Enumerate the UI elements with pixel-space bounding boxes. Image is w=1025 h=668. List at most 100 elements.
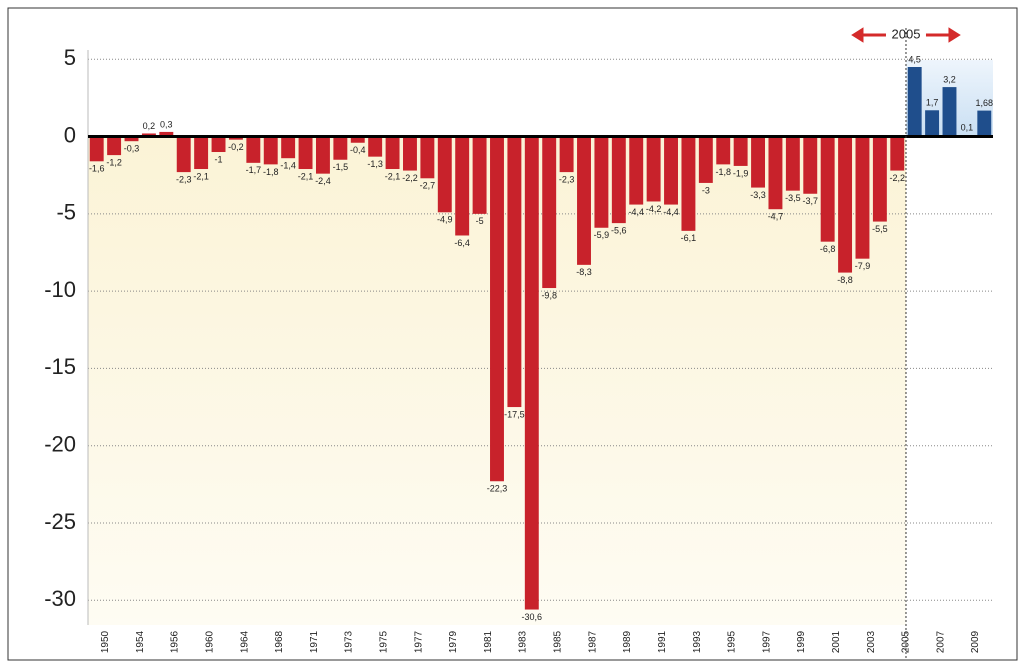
bar — [559, 136, 574, 173]
bar — [907, 67, 922, 137]
bar — [403, 136, 417, 171]
value-label: -2,3 — [176, 174, 192, 184]
value-label: -5,9 — [594, 230, 610, 240]
bar — [141, 133, 156, 137]
bar — [507, 136, 522, 408]
x-tick-label: 1989 — [622, 630, 633, 653]
y-tick-label: -20 — [44, 432, 76, 457]
bar — [350, 136, 365, 143]
x-tick-label: 1991 — [657, 630, 668, 653]
bar — [872, 136, 887, 222]
x-tick-label: 1964 — [239, 630, 250, 653]
bar — [942, 87, 957, 137]
bar — [925, 110, 940, 137]
bar — [977, 110, 992, 137]
value-label: -1,7 — [246, 165, 262, 175]
x-tick-label: 1954 — [135, 630, 146, 653]
x-tick-label: 2003 — [866, 630, 877, 653]
value-label: 1,68 — [976, 98, 994, 108]
value-label: 0,1 — [961, 122, 974, 132]
x-tick-label: 2009 — [970, 630, 981, 653]
x-tick-label: 1999 — [796, 630, 807, 653]
bar — [751, 136, 766, 188]
bar — [176, 136, 191, 173]
bar — [890, 136, 905, 171]
value-label: -2,4 — [315, 176, 331, 186]
value-label: -1,6 — [89, 164, 105, 174]
x-tick-label: 1983 — [518, 630, 529, 653]
bar — [611, 136, 626, 224]
bar — [281, 136, 296, 159]
value-label: -8,8 — [837, 275, 853, 285]
bar — [629, 136, 644, 205]
arrow-left — [851, 27, 886, 43]
x-tick-label: 1973 — [344, 630, 355, 653]
annotation: 2005 — [892, 26, 921, 41]
x-tick-label: 1995 — [727, 630, 738, 653]
value-label: -5 — [476, 216, 484, 226]
bar — [298, 136, 313, 170]
value-label: -2,1 — [385, 171, 401, 181]
x-tick-label: 1956 — [170, 630, 181, 653]
value-label: -0,3 — [124, 144, 140, 154]
value-label: -3,5 — [785, 193, 801, 203]
x-tick-label: 1975 — [379, 630, 390, 653]
value-label: -6,4 — [454, 238, 470, 248]
bar — [159, 131, 174, 137]
bar — [455, 136, 470, 236]
value-label: -22,3 — [487, 484, 508, 494]
bar — [472, 136, 487, 214]
y-tick-label: -10 — [44, 277, 76, 302]
value-label: 0,2 — [143, 121, 156, 131]
value-label: -4,4 — [663, 207, 679, 217]
value-label: -4,4 — [628, 207, 644, 217]
bar — [124, 136, 139, 142]
bar — [733, 136, 748, 166]
x-tick-label: 1993 — [692, 630, 703, 653]
bar — [89, 136, 104, 162]
x-tick-label: 1950 — [100, 630, 111, 653]
value-label: 3,2 — [943, 74, 956, 84]
x-tick-label: 1977 — [413, 630, 424, 653]
value-label: -2,2 — [402, 173, 418, 183]
bar — [107, 136, 122, 156]
y-tick-label: 0 — [64, 122, 76, 147]
bar — [490, 136, 504, 482]
bar — [681, 136, 696, 231]
bar — [211, 136, 226, 153]
y-tick-label: -30 — [44, 586, 76, 611]
x-tick-label: 1979 — [448, 630, 459, 653]
value-label: -30,6 — [522, 612, 543, 622]
bar — [838, 136, 853, 273]
value-label: -3,3 — [750, 190, 766, 200]
bar — [542, 136, 557, 289]
value-label: -0,4 — [350, 145, 366, 155]
bar — [820, 136, 835, 242]
value-label: -9,8 — [541, 290, 557, 300]
bar — [698, 136, 713, 183]
value-label: -1,9 — [733, 168, 749, 178]
value-label: -2,3 — [559, 174, 575, 184]
y-tick-label: -25 — [44, 509, 76, 534]
value-label: -2,1 — [193, 171, 209, 181]
value-label: -4,2 — [646, 204, 662, 214]
value-label: -1,4 — [280, 161, 296, 171]
bar — [524, 136, 539, 610]
value-label: -1,5 — [333, 162, 349, 172]
bar — [716, 136, 731, 165]
value-label: -8,3 — [576, 267, 592, 277]
value-label: -1 — [215, 154, 223, 164]
x-tick-label: 2001 — [831, 630, 842, 653]
value-label: -6,1 — [681, 233, 697, 243]
value-label: -3 — [702, 185, 710, 195]
value-label: -6,8 — [820, 244, 836, 254]
frame — [7, 7, 1018, 661]
bar — [768, 136, 783, 210]
value-label: -17,5 — [504, 409, 525, 419]
value-label: -4,9 — [437, 215, 453, 225]
bar — [664, 136, 678, 205]
y-tick-label: -15 — [44, 354, 76, 379]
x-tick-label: 1960 — [204, 630, 215, 653]
bar — [855, 136, 870, 259]
